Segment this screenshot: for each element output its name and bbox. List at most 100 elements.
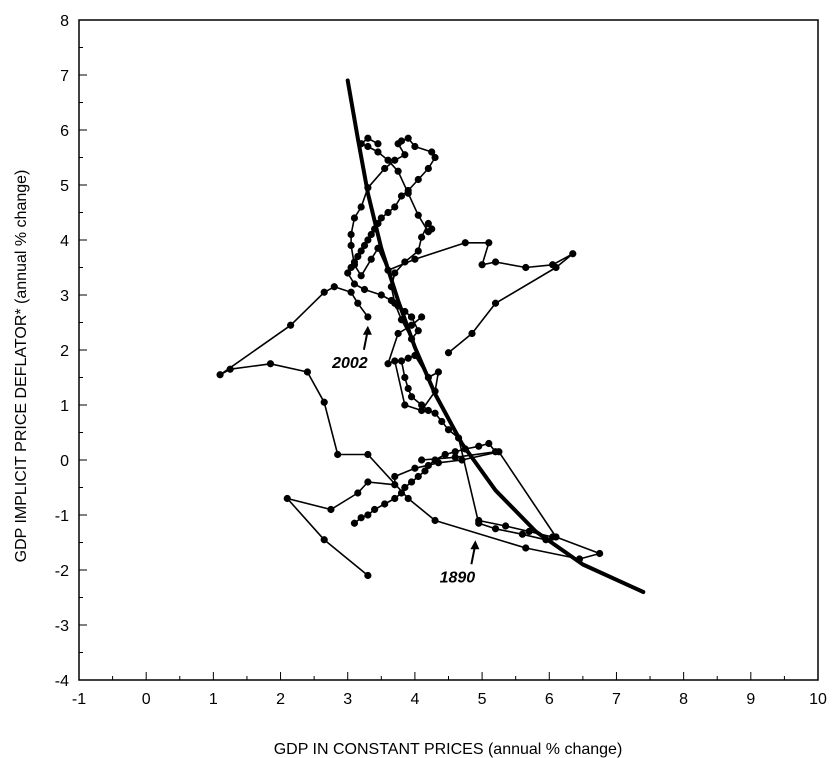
data-point: [391, 203, 399, 211]
data-point: [411, 351, 419, 360]
series-3: [384, 313, 557, 544]
data-point: [444, 426, 453, 434]
data-point: [371, 505, 379, 514]
x-tick-label: -1: [72, 691, 86, 708]
data-point: [461, 239, 469, 247]
data-point: [414, 211, 422, 219]
data-point: [569, 250, 577, 258]
y-tick-label: 7: [60, 68, 69, 85]
y-tick-label: 6: [60, 123, 69, 140]
data-point: [491, 448, 500, 456]
data-point: [384, 208, 392, 217]
data-point: [350, 280, 359, 288]
y-axis-title: GDP IMPLICIT PRICE DEFLATOR* (annual % c…: [13, 170, 30, 563]
data-point: [364, 236, 372, 244]
data-point: [424, 228, 432, 236]
data-point: [347, 288, 355, 296]
data-point: [491, 299, 500, 307]
data-point: [542, 536, 550, 544]
data-point: [404, 189, 412, 197]
data-point: [401, 373, 409, 382]
data-point: [418, 313, 426, 321]
data-point: [407, 393, 416, 401]
data-point: [266, 360, 275, 368]
data-point: [431, 456, 439, 464]
data-point: [364, 478, 372, 486]
data-point: [522, 544, 530, 552]
data-point: [381, 500, 389, 508]
data-point: [401, 401, 409, 409]
data-point: [414, 175, 422, 184]
x-tick-label: 7: [612, 691, 621, 708]
data-point: [407, 335, 416, 343]
data-point: [391, 472, 399, 481]
data-point: [357, 514, 365, 522]
data-point: [371, 225, 379, 233]
data-point: [431, 153, 439, 162]
annotation-label: 2002: [331, 355, 368, 372]
data-point: [397, 137, 406, 145]
data-point: [478, 261, 486, 269]
data-point: [347, 263, 355, 272]
data-point: [431, 409, 439, 417]
data-point: [454, 434, 463, 442]
data-point: [360, 285, 369, 294]
data-point: [374, 148, 382, 156]
annotation-1890: 1890: [440, 540, 480, 586]
data-point: [374, 219, 382, 228]
data-point: [424, 164, 432, 173]
fitted-curve-layer: [345, 78, 646, 594]
data-point: [347, 230, 355, 239]
data-point: [377, 291, 385, 299]
data-point: [421, 467, 429, 475]
data-point: [397, 316, 406, 324]
data-point: [367, 255, 375, 263]
data-point: [451, 453, 459, 461]
data-point: [549, 533, 557, 541]
data-point: [451, 448, 459, 456]
data-point: [384, 156, 392, 164]
annotation-2002: 2002: [331, 325, 372, 372]
data-point: [367, 230, 375, 239]
data-point: [364, 313, 372, 321]
x-tick-label: 1: [209, 691, 218, 708]
y-tick-label: 1: [60, 398, 69, 415]
data-point: [391, 494, 399, 503]
data-point: [404, 384, 412, 393]
data-point: [374, 140, 382, 148]
y-tick-label: -2: [55, 563, 69, 580]
data-point: [320, 536, 328, 544]
data-point: [354, 299, 362, 307]
fitted-curve: [345, 78, 646, 594]
x-tick-label: 0: [142, 691, 151, 708]
data-point: [397, 357, 406, 365]
data-point: [364, 450, 372, 459]
data-point: [414, 327, 422, 335]
y-tick-label: 5: [60, 178, 69, 195]
data-point: [475, 442, 483, 450]
data-point: [411, 142, 419, 151]
data-point: [418, 406, 426, 415]
data-point: [518, 530, 527, 538]
data-point: [414, 472, 422, 481]
x-tick-label: 4: [410, 691, 419, 708]
data-point: [407, 321, 416, 329]
annotation-arrow-head: [470, 540, 480, 550]
data-point: [381, 164, 389, 173]
data-point: [364, 571, 372, 580]
data-point: [424, 406, 432, 415]
data-point: [384, 266, 392, 274]
data-point: [357, 203, 365, 211]
x-tick-label: 10: [809, 691, 827, 708]
data-point: [468, 329, 476, 338]
data-point: [596, 549, 604, 558]
annotation-layer: 2002 1890: [331, 325, 480, 586]
data-point: [354, 489, 362, 497]
data-point: [407, 313, 416, 321]
data-point: [428, 148, 436, 156]
series-1: [216, 283, 604, 580]
data-point: [377, 214, 385, 222]
data-point: [391, 481, 399, 489]
data-point: [407, 478, 416, 486]
data-point: [394, 167, 402, 175]
